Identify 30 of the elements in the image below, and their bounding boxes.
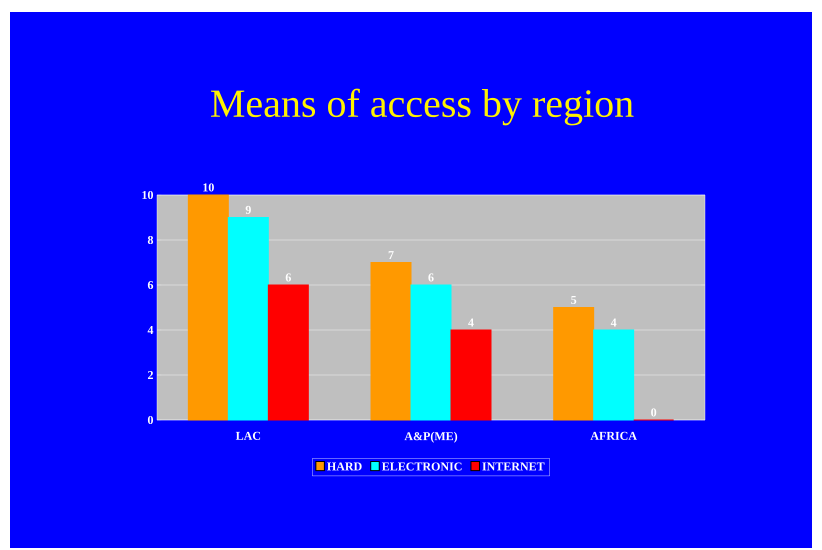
- x-tick-label: A&P(ME): [404, 432, 458, 443]
- data-label: 0: [651, 408, 656, 416]
- bar: [553, 307, 594, 420]
- y-tick-label: 8: [148, 236, 154, 244]
- data-label: 6: [286, 273, 291, 282]
- bar: [188, 194, 229, 420]
- y-tick-label: 6: [148, 280, 154, 290]
- bar: [593, 330, 634, 420]
- data-label: 4: [468, 318, 474, 326]
- chart-title: Means of access by region: [211, 88, 634, 126]
- legend-label: INTERNET: [482, 462, 544, 470]
- y-tick-label: 4: [148, 326, 154, 334]
- data-label: 7: [388, 251, 394, 259]
- bar: [268, 284, 309, 420]
- y-tick-label: 2: [148, 371, 153, 379]
- data-label: 6: [428, 273, 434, 282]
- data-label: 5: [571, 296, 576, 304]
- legend-label: ELECTRONIC: [382, 462, 462, 471]
- data-label: 4: [610, 318, 616, 326]
- bar: [228, 217, 269, 420]
- x-tick-label: AFRICA: [590, 432, 637, 440]
- x-tick-label: LAC: [236, 432, 260, 440]
- data-label: 9: [246, 206, 251, 214]
- legend-label: HARD: [327, 462, 362, 470]
- y-tick-label: 0: [148, 416, 154, 424]
- y-tick-label: 10: [142, 190, 154, 200]
- bar: [410, 284, 452, 420]
- bar: [370, 262, 412, 420]
- bar: [450, 330, 492, 420]
- data-label: 10: [203, 183, 214, 192]
